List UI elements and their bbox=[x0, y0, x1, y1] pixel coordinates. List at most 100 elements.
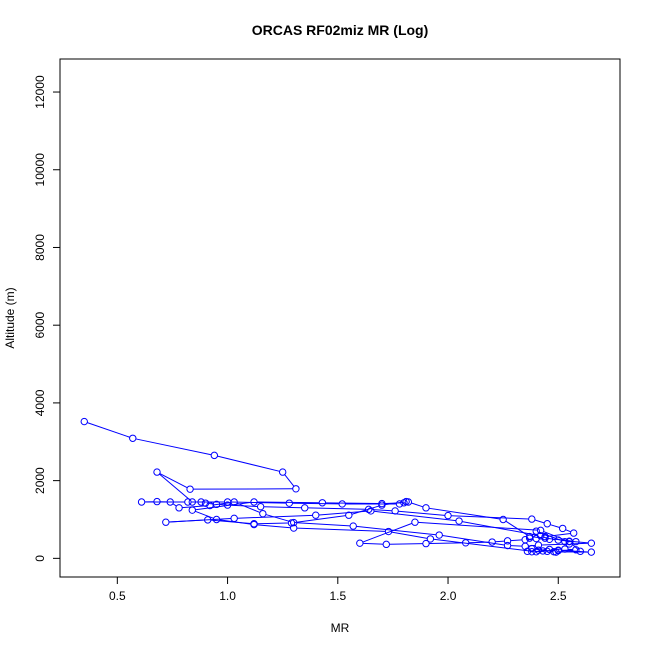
data-point bbox=[184, 498, 192, 506]
series-line-segment bbox=[534, 519, 545, 524]
series-line-segment bbox=[257, 524, 291, 529]
series-line-segment bbox=[195, 501, 251, 511]
data-point bbox=[153, 468, 161, 476]
y-tick-label: 0 bbox=[33, 555, 47, 562]
data-point bbox=[259, 509, 267, 518]
series-line-segment bbox=[263, 506, 302, 509]
data-point bbox=[384, 527, 393, 536]
data-point bbox=[565, 540, 573, 548]
plot-frame bbox=[59, 58, 621, 578]
data-point bbox=[587, 539, 596, 547]
chart-title: ORCAS RF02miz MR (Log) bbox=[252, 22, 429, 38]
data-point bbox=[528, 548, 536, 556]
series-line-segment bbox=[159, 473, 191, 501]
series-line-segment bbox=[371, 509, 392, 512]
data-point bbox=[532, 548, 540, 556]
data-point bbox=[153, 497, 161, 506]
data-point bbox=[422, 539, 430, 548]
data-point bbox=[201, 499, 210, 507]
series-line-segment bbox=[565, 529, 571, 533]
y-tick-label: 8000 bbox=[33, 234, 47, 261]
series-line-segment bbox=[462, 521, 538, 536]
x-tick-label: 1.5 bbox=[329, 589, 346, 603]
data-point bbox=[137, 498, 146, 506]
data-point bbox=[162, 518, 170, 526]
data-point bbox=[541, 534, 549, 542]
data-point bbox=[525, 534, 534, 542]
data-point bbox=[206, 501, 214, 510]
series-line-segment bbox=[391, 531, 428, 539]
data-point bbox=[338, 500, 346, 508]
data-point bbox=[292, 485, 300, 493]
data-point bbox=[576, 547, 585, 556]
data-point bbox=[534, 546, 543, 554]
y-tick-label: 10000 bbox=[33, 153, 47, 187]
x-tick-label: 2.0 bbox=[440, 589, 457, 603]
series-line-segment bbox=[210, 519, 251, 524]
data-point bbox=[488, 538, 496, 546]
series-line-segment bbox=[362, 522, 413, 543]
data-point bbox=[503, 537, 512, 545]
series-line-segment bbox=[182, 505, 207, 509]
data-point bbox=[285, 499, 293, 507]
data-point bbox=[435, 531, 443, 539]
series-line-segment bbox=[292, 502, 340, 505]
data-point bbox=[204, 516, 212, 524]
data-point bbox=[545, 545, 554, 554]
data-point bbox=[411, 518, 419, 526]
data-point bbox=[186, 485, 194, 493]
data-point bbox=[345, 511, 353, 519]
data-point bbox=[197, 498, 205, 506]
data-series bbox=[80, 417, 596, 556]
data-point bbox=[558, 524, 567, 533]
data-point bbox=[290, 518, 298, 527]
series-line-segment bbox=[411, 502, 424, 508]
data-point bbox=[561, 537, 569, 546]
series-line-segment bbox=[541, 543, 567, 546]
y-axis: 0 2000 4000 6000 8000 10000 12000 bbox=[33, 75, 60, 562]
data-point bbox=[210, 451, 219, 460]
series-line-segment bbox=[195, 510, 214, 519]
series-line-segment bbox=[429, 507, 501, 520]
x-tick-label: 1.0 bbox=[219, 589, 236, 603]
series-line-segment bbox=[548, 532, 571, 537]
series-line-segment bbox=[213, 501, 232, 506]
data-point bbox=[364, 505, 373, 514]
series-line-segment bbox=[495, 540, 505, 543]
series-line-segment bbox=[325, 502, 379, 505]
series-line-segment bbox=[356, 525, 437, 536]
series-line-segment bbox=[168, 518, 232, 523]
data-point bbox=[532, 527, 540, 535]
data-point bbox=[572, 546, 580, 554]
data-point bbox=[391, 507, 399, 515]
series-line-segment bbox=[172, 503, 177, 507]
series-line-segment bbox=[265, 514, 291, 523]
data-point bbox=[499, 515, 507, 524]
data-point bbox=[230, 514, 238, 523]
data-point bbox=[426, 535, 435, 543]
data-point bbox=[422, 504, 430, 512]
series-line-segment bbox=[442, 535, 505, 546]
y-tick-label: 12000 bbox=[33, 75, 47, 109]
series-line-segment bbox=[135, 438, 212, 456]
data-point bbox=[455, 517, 463, 525]
data-point bbox=[554, 536, 562, 544]
data-point bbox=[521, 542, 529, 551]
x-tick-label: 2.5 bbox=[550, 589, 567, 603]
data-point bbox=[404, 498, 413, 506]
data-point bbox=[223, 501, 232, 509]
data-point bbox=[561, 545, 569, 553]
data-point bbox=[587, 548, 596, 556]
series-line-segment bbox=[236, 502, 261, 513]
series-line-segment bbox=[284, 474, 295, 487]
data-point bbox=[461, 539, 470, 547]
data-point bbox=[312, 511, 320, 519]
series-line-segment bbox=[318, 510, 368, 516]
series-line-segment bbox=[307, 507, 366, 510]
series-line-segment bbox=[389, 543, 423, 545]
data-point bbox=[536, 526, 545, 535]
data-point bbox=[188, 506, 196, 514]
series-line-segment bbox=[159, 473, 188, 489]
